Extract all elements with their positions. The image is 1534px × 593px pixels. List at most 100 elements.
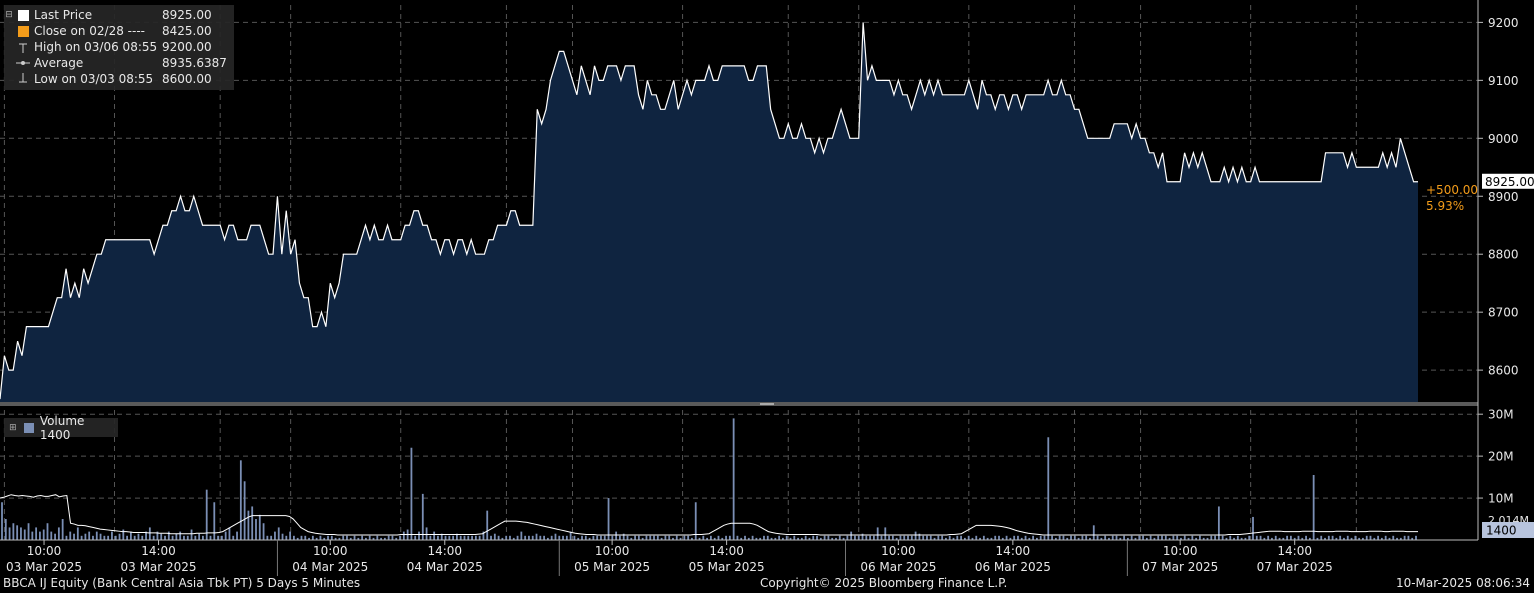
volume-bar bbox=[190, 529, 193, 540]
price-area-series bbox=[0, 22, 1418, 402]
volume-bar bbox=[277, 527, 280, 540]
copyright: Copyright© 2025 Bloomberg Finance L.P. bbox=[760, 576, 1008, 590]
legend-value: 8935.6387 bbox=[162, 56, 227, 70]
volume-bar bbox=[607, 498, 610, 540]
volume-bar bbox=[573, 535, 576, 540]
volume-bar bbox=[1130, 535, 1133, 540]
x-tick-time-label: 14:00 bbox=[427, 544, 462, 558]
x-tick-time-label: 10:00 bbox=[881, 544, 916, 558]
volume-bar bbox=[437, 535, 439, 540]
volume-bar bbox=[478, 535, 481, 540]
volume-bar bbox=[1085, 535, 1088, 540]
volume-bar bbox=[232, 535, 235, 540]
volume-bar bbox=[562, 535, 564, 540]
volume-bar bbox=[516, 535, 519, 540]
volume-bar bbox=[217, 535, 219, 540]
volume-bar bbox=[827, 535, 830, 540]
volume-bar bbox=[1335, 537, 1338, 540]
volume-bar bbox=[402, 531, 405, 540]
x-tick-date-label: 04 Mar 2025 bbox=[292, 560, 368, 574]
collapse-icon[interactable]: ⊞ bbox=[9, 422, 17, 433]
volume-bar bbox=[179, 531, 182, 540]
volume-bar bbox=[300, 535, 303, 540]
volume-bar bbox=[1066, 537, 1069, 540]
volume-bar bbox=[664, 535, 667, 540]
volume-bar bbox=[391, 535, 394, 540]
volume-bar bbox=[603, 535, 606, 540]
volume-bar bbox=[353, 535, 356, 540]
volume-bar bbox=[1350, 537, 1353, 540]
volume-bar bbox=[1062, 535, 1065, 540]
volume-bar bbox=[251, 506, 254, 540]
legend-label: Close on 02/28 ---- bbox=[34, 24, 145, 38]
volume-bar bbox=[1278, 537, 1281, 540]
volume-bar bbox=[899, 535, 902, 540]
legend-row-low[interactable]: Low on 03/03 08:55 8600.00 bbox=[4, 71, 234, 87]
volume-bar bbox=[376, 535, 379, 540]
volume-bar bbox=[971, 537, 974, 540]
volume-bar bbox=[399, 535, 401, 540]
volume-bar bbox=[660, 537, 663, 540]
volume-bar bbox=[152, 535, 155, 540]
volume-bar bbox=[8, 527, 11, 540]
volume-bar bbox=[57, 527, 60, 540]
volume-bar bbox=[1407, 535, 1410, 540]
volume-bar bbox=[581, 535, 583, 540]
x-tick-time-label: 14:00 bbox=[141, 544, 176, 558]
volume-bar bbox=[1111, 535, 1114, 540]
x-tick-time-label: 10:00 bbox=[595, 544, 630, 558]
volume-bar bbox=[474, 535, 477, 540]
volume-bar bbox=[1308, 537, 1311, 540]
volume-bar bbox=[1195, 537, 1198, 540]
volume-bar bbox=[948, 535, 951, 540]
volume-bar bbox=[1252, 516, 1254, 540]
volume-badge-value: 1400 bbox=[1486, 524, 1517, 538]
volume-bar bbox=[137, 533, 140, 540]
volume-bar bbox=[1362, 537, 1364, 540]
volume-bar bbox=[1392, 535, 1395, 540]
volume-bar bbox=[1221, 535, 1224, 540]
volume-bar bbox=[346, 535, 348, 540]
volume-legend-label: Volume 1400 bbox=[39, 413, 85, 442]
y-tick-label: 9000 bbox=[1488, 132, 1519, 146]
volume-bar bbox=[311, 535, 314, 540]
legend-row-last-price[interactable]: ⊟ Last Price 8925.00 bbox=[4, 7, 234, 23]
volume-bar bbox=[1312, 475, 1315, 540]
volume-bar bbox=[46, 523, 49, 540]
legend-row-average[interactable]: Average 8935.6387 bbox=[4, 55, 234, 71]
legend-row-high[interactable]: High on 03/06 08:55 9200.00 bbox=[4, 39, 234, 55]
volume-badge bbox=[1482, 522, 1534, 538]
volume-bar bbox=[1301, 537, 1304, 540]
legend-row-close[interactable]: Close on 02/28 ---- 8425.00 bbox=[4, 23, 234, 39]
collapse-icon[interactable]: ⊟ bbox=[5, 10, 13, 20]
volume-bar bbox=[61, 519, 64, 540]
volume-bar bbox=[171, 535, 174, 540]
volume-bar bbox=[372, 537, 375, 540]
security-description: BBCA IJ Equity (Bank Central Asia Tbk PT… bbox=[3, 576, 361, 590]
volume-bar bbox=[1134, 537, 1137, 540]
volume-bar bbox=[1070, 535, 1072, 540]
volume-bar bbox=[148, 527, 151, 540]
volume-bar bbox=[501, 537, 504, 540]
volume-bar bbox=[1176, 535, 1179, 540]
volume-bar bbox=[895, 537, 898, 540]
low-marker-icon bbox=[16, 73, 30, 85]
volume-bar bbox=[1191, 535, 1194, 540]
volume-bar bbox=[630, 537, 633, 540]
volume-bar bbox=[1183, 535, 1186, 540]
volume-bar bbox=[486, 510, 489, 540]
volume-bar bbox=[520, 531, 523, 540]
volume-bar bbox=[274, 531, 276, 540]
volume-bar bbox=[728, 535, 731, 540]
volume-bar bbox=[467, 535, 470, 540]
volume-bar bbox=[296, 537, 299, 540]
volume-bar bbox=[766, 535, 769, 540]
volume-legend[interactable]: ⊞ Volume 1400 bbox=[4, 414, 118, 442]
volume-bar bbox=[205, 489, 208, 540]
volume-bar bbox=[1172, 535, 1175, 540]
volume-bar bbox=[118, 533, 121, 540]
volume-bar bbox=[327, 535, 329, 540]
volume-bar bbox=[262, 523, 265, 540]
volume-bar bbox=[247, 510, 250, 540]
volume-bar bbox=[569, 531, 572, 540]
